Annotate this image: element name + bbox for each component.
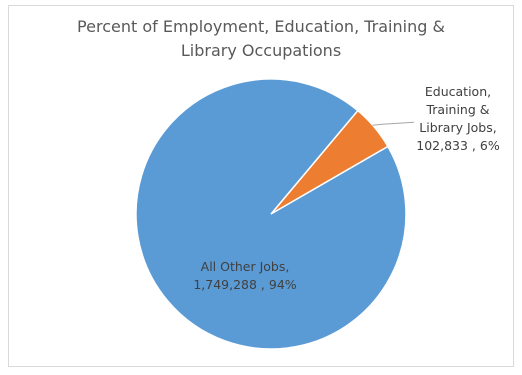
- data-label-1-line-1: Education,: [425, 84, 491, 99]
- chart-title: Percent of Employment, Education, Traini…: [0, 15, 522, 63]
- pie-slices: [135, 78, 407, 350]
- data-label-2-line-1: All Other Jobs,: [201, 259, 290, 274]
- data-label-2-line-2: 1,749,288 , 94%: [193, 277, 296, 292]
- leader-line: [372, 121, 415, 126]
- pie-slice-2: [135, 78, 407, 350]
- data-label-1-line-2: Training &: [425, 102, 489, 117]
- data-labels: Education, Training & Library Jobs, 102,833…: [193, 84, 500, 292]
- data-label-1-line-4: 102,833 , 6%: [416, 138, 500, 153]
- data-label-1: Education, Training & Library Jobs, 102,833…: [416, 84, 500, 153]
- chart-title-line-1: Percent of Employment, Education, Traini…: [77, 17, 445, 36]
- data-label-2: All Other Jobs, 1,749,288 , 94%: [193, 259, 296, 292]
- chart-title-line-2: Library Occupations: [180, 41, 342, 60]
- data-label-1-line-3: Library Jobs,: [419, 120, 496, 135]
